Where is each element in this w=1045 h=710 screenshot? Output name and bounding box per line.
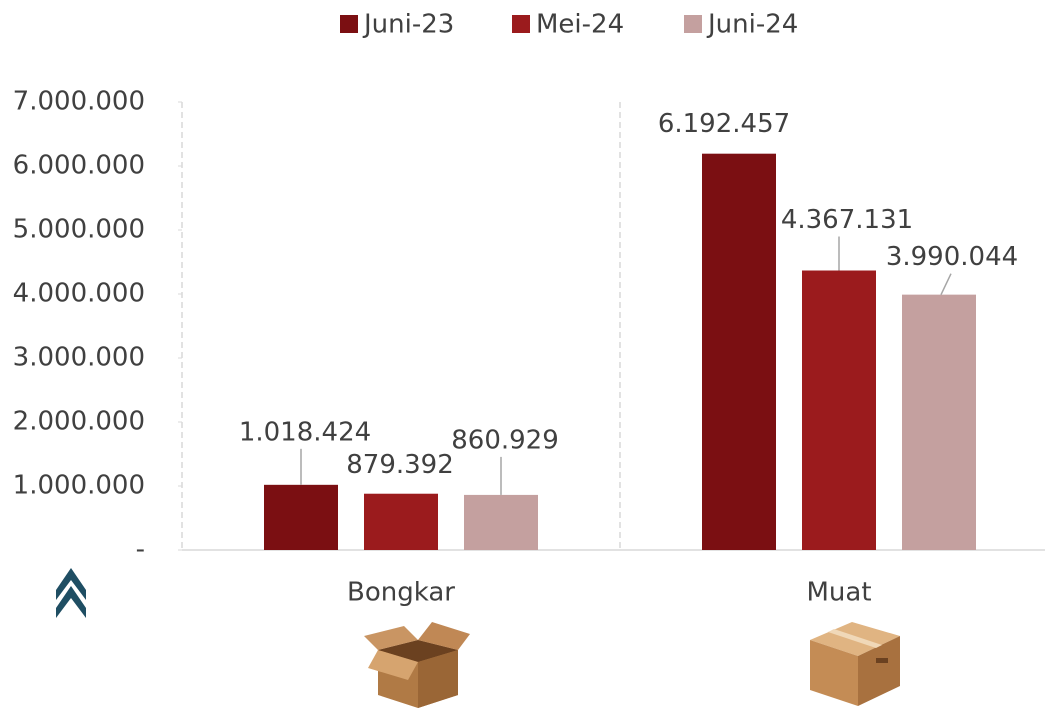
y-tick-label: 5.000.000 <box>13 215 145 245</box>
y-tick-label: 1.000.000 <box>13 471 145 501</box>
legend-swatch <box>512 15 530 33</box>
y-tick-label: 3.000.000 <box>13 343 145 373</box>
bar <box>464 494 538 550</box>
legend-label: Mei-24 <box>536 10 624 40</box>
open-box-icon <box>364 622 470 708</box>
legend-label: Juni-24 <box>706 10 798 40</box>
chevron-icon <box>56 568 86 618</box>
x-tick-label: Bongkar <box>347 578 455 608</box>
legend-label: Juni-23 <box>362 10 454 40</box>
bar <box>902 294 976 550</box>
leader-line <box>940 273 952 295</box>
y-tick-label: - <box>136 535 145 565</box>
bar <box>702 153 776 551</box>
bar <box>802 270 876 550</box>
y-tick-label: 6.000.000 <box>13 151 145 181</box>
y-tick-label: 7.000.000 <box>13 87 145 117</box>
data-label: 1.018.424 <box>239 417 371 447</box>
legend-swatch <box>340 15 358 33</box>
x-tick-label: Muat <box>806 578 871 608</box>
legend-swatch <box>684 15 702 33</box>
closed-box-icon <box>810 622 900 706</box>
data-label: 860.929 <box>451 425 559 455</box>
data-label: 3.990.044 <box>886 242 1018 272</box>
bar <box>364 493 438 550</box>
data-label: 6.192.457 <box>658 109 790 139</box>
bar <box>264 484 338 550</box>
data-label: 879.392 <box>346 450 454 480</box>
y-tick-label: 4.000.000 <box>13 279 145 309</box>
data-label: 4.367.131 <box>781 205 913 235</box>
y-tick-label: 2.000.000 <box>13 407 145 437</box>
